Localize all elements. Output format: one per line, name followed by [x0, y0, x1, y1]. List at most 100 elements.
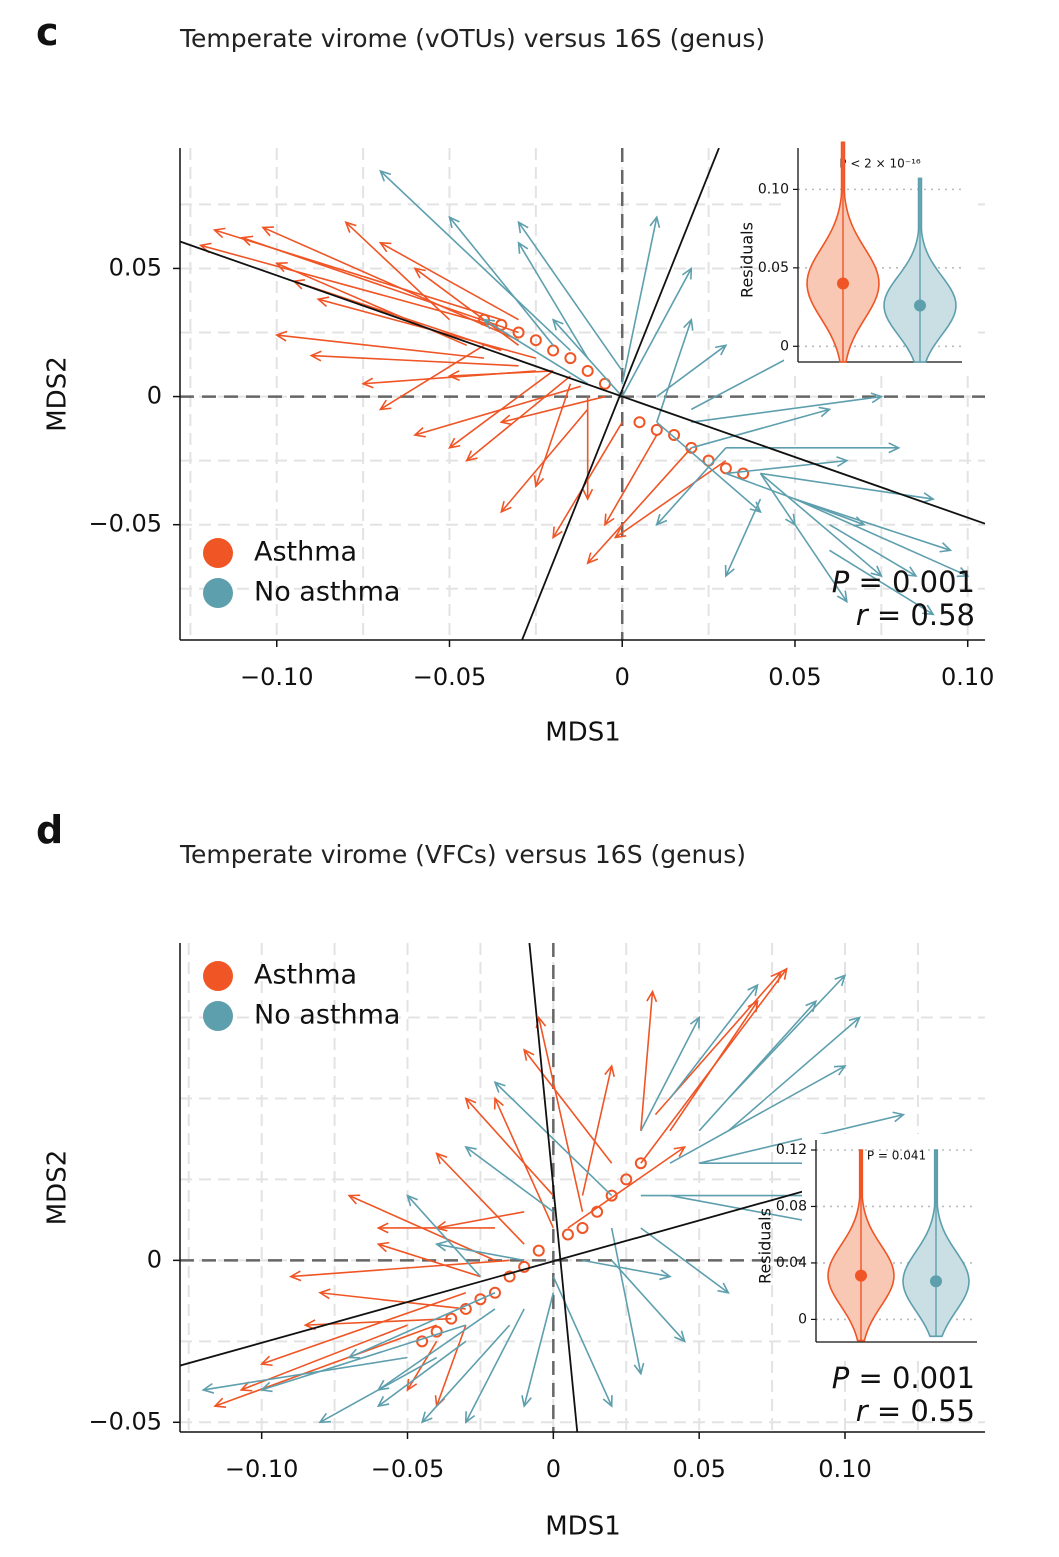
p-value: = 0.001 [849, 1361, 975, 1395]
arrow-mark [655, 447, 727, 527]
arrow-head [674, 1330, 686, 1343]
violin-asthma [806, 141, 880, 363]
arrow-shaft [567, 1146, 686, 1229]
arrow-mark [669, 999, 759, 1132]
arrow-shaft [377, 1308, 496, 1391]
arrow-mark [581, 1064, 615, 1196]
legend: Asthma No asthma [203, 960, 400, 1031]
arrow-mark [447, 370, 554, 382]
arrow-mark [621, 215, 661, 384]
y-axis-title: MDS2 [43, 1150, 73, 1226]
arrow-mark [212, 227, 502, 321]
arrow-shaft [523, 1292, 555, 1407]
arrow-head [288, 1270, 302, 1282]
point-circle [430, 1325, 443, 1338]
series-asthma [198, 221, 750, 565]
arrow-head [448, 215, 460, 229]
arrow-head [604, 513, 615, 527]
arrow-mark [691, 406, 832, 449]
arrow-head [376, 1222, 389, 1234]
r-value: = 0.55 [868, 1394, 975, 1428]
arrow-shaft [656, 319, 693, 423]
arrow-mark [318, 1288, 466, 1310]
inset-background [784, 142, 978, 374]
arrow-head [870, 392, 884, 404]
arrow-mark [198, 242, 492, 326]
legend-label: Asthma [254, 960, 357, 991]
arrow-head [714, 344, 728, 356]
arrow-head [482, 318, 496, 330]
arrow-mark [493, 1080, 613, 1197]
arrow-head [785, 513, 797, 527]
inset-violin-plot: 0 0.04 0.08 0.12 Residuals P = 0.041 [756, 1134, 993, 1354]
inset-p-annotation: P = 0.041 [867, 1149, 926, 1163]
arrow-head [500, 501, 512, 514]
point-circle [503, 1270, 516, 1283]
arrow-mark [261, 226, 519, 341]
inset-y-axis-title: Residuals [738, 222, 757, 298]
arrow-shaft [610, 1227, 642, 1374]
arrow-shaft [483, 319, 589, 385]
arrow-mark [434, 1324, 467, 1408]
panel-letter-d: d [36, 808, 64, 852]
arrow-shaft [656, 344, 727, 398]
arrow-shaft [319, 1291, 466, 1310]
arrow-head [747, 983, 759, 997]
arrow-mark [794, 498, 953, 553]
arrow-shaft [348, 1292, 496, 1359]
p-value-text: P = 0.001 [832, 1361, 975, 1395]
arrow-head [464, 1411, 476, 1424]
x-axis-title: MDS1 [545, 718, 621, 748]
arrow-shaft [656, 447, 727, 526]
arrow-shaft [829, 549, 934, 616]
arrow-head [834, 974, 847, 987]
arrow-mark [727, 1016, 861, 1132]
arrow-shaft [214, 1324, 437, 1407]
legend-swatch-asthma [203, 538, 233, 568]
arrow-head [309, 350, 322, 362]
arrow-mark [240, 235, 519, 334]
point-circle [518, 1260, 531, 1273]
inset-y-tick-label: 0.08 [776, 1198, 807, 1214]
arrow-shaft [345, 221, 451, 321]
arrow-mark [213, 1324, 437, 1408]
arrow-head [318, 1288, 331, 1300]
arrow-mark [464, 1308, 525, 1424]
arrow-head [379, 169, 392, 182]
arrow-head [201, 1382, 215, 1394]
arrow-mark [610, 1227, 645, 1376]
rotation-axis-1 [521, 148, 720, 640]
arrow-head [646, 989, 658, 1003]
arrow-mark [656, 421, 762, 514]
arrow-mark [656, 317, 694, 423]
x-tick-label: −0.05 [413, 663, 487, 691]
arrow-mark [464, 1097, 554, 1197]
point-circle [605, 1189, 618, 1202]
point-circle [532, 1244, 545, 1257]
arrow-head [586, 552, 599, 565]
rotation-axis-1 [528, 943, 579, 1432]
inset-violin-plot: 0 0.05 0.10 Residuals P < 2 × 10⁻¹⁶ [738, 141, 978, 374]
arrow-mark [499, 395, 606, 426]
arrow-head [259, 1381, 273, 1393]
arrow-shaft [436, 1243, 525, 1262]
arrow-mark [378, 241, 519, 321]
y-tick-label: 0.05 [109, 253, 162, 281]
inset-y-tick-label: 0.12 [776, 1142, 807, 1158]
arrow-mark [521, 1292, 555, 1408]
arrow-mark [725, 456, 849, 475]
point-circle [591, 1205, 604, 1218]
legend-swatch-no-asthma [203, 578, 233, 608]
arrow-head [448, 437, 461, 449]
arrow-shaft [436, 1211, 525, 1229]
panel-title-c: Temperate virome (vOTUs) versus 16S (gen… [180, 24, 766, 53]
arrow-head [681, 266, 693, 280]
arrow-mark [621, 266, 693, 397]
arrow-head [406, 1194, 418, 1207]
x-tick-label: −0.05 [371, 1455, 445, 1483]
arrow-head [870, 565, 883, 578]
r-value: = 0.58 [868, 598, 975, 632]
arrow-head [347, 1348, 361, 1359]
arrow-shaft [552, 319, 623, 398]
